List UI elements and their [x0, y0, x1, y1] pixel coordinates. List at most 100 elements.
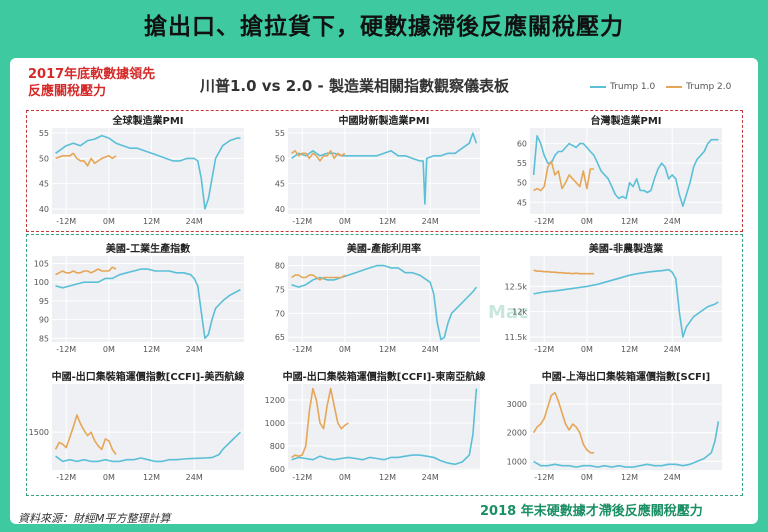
series-line-trump2: [291, 387, 349, 459]
y-tick-label: 70: [275, 309, 285, 318]
x-tick-label: 24M: [186, 217, 203, 226]
x-tick-label: -12M: [56, 473, 76, 482]
plot-area: [288, 256, 480, 342]
small-chart-9: 1000 2000 3000 -12M 0M 12M 24M 中國-上海出口集裝箱運價指數[S…: [507, 370, 722, 482]
small-chart-4: 85 90 95 100 105 -12M 0M 12M 24M 美國-工業生產指數: [34, 242, 244, 354]
series-line-trump1: [533, 421, 720, 468]
x-tick-label: -12M: [292, 345, 312, 354]
y-tick-label: 95: [39, 297, 49, 306]
chart-subtitle: 美國-產能利用率: [347, 242, 421, 255]
x-tick-label: -12M: [534, 217, 554, 226]
x-tick-label: 12M: [379, 217, 396, 226]
chart-subtitle: 全球製造業PMI: [111, 114, 183, 127]
x-tick-label: -12M: [534, 473, 554, 482]
headline: 搶出口、搶拉貨下，硬數據滯後反應關稅壓力: [144, 14, 624, 40]
note-hard-data: 2018 年末硬數據才滯後反應關稅壓力: [480, 504, 703, 519]
y-tick-label: 1000: [507, 457, 527, 466]
x-tick-label: 0M: [339, 345, 351, 354]
x-tick-label: 24M: [186, 473, 203, 482]
y-tick-label: 85: [39, 334, 49, 343]
series-line-trump1: [55, 431, 241, 463]
x-tick-label: 0M: [103, 217, 115, 226]
chart-subtitle: 台灣製造業PMI: [590, 114, 661, 127]
legend-swatch-trump2: [666, 85, 683, 88]
y-tick-label: 50: [517, 179, 527, 188]
x-tick-label: 12M: [621, 345, 638, 354]
series-line-trump2: [533, 160, 594, 192]
source-note: 資料來源：財經M平方整理計算: [18, 512, 171, 525]
x-tick-label: 24M: [422, 473, 439, 482]
x-tick-label: 0M: [103, 345, 115, 354]
series-line-trump1: [533, 268, 719, 338]
x-tick-label: -12M: [56, 217, 76, 226]
y-tick-label: 50: [39, 154, 49, 163]
y-tick-label: 80: [275, 262, 285, 271]
x-tick-label: 12M: [621, 217, 638, 226]
small-chart-8: 600 800 1000 1200 -12M 0M 12M 24M 中國-出口集裝箱運價指數[C…: [265, 370, 486, 482]
series-line-trump1: [55, 134, 241, 210]
x-tick-label: 0M: [581, 473, 593, 482]
x-tick-label: 0M: [581, 217, 593, 226]
plot-area: [52, 384, 244, 470]
chart-subtitle: 中國-出口集裝箱運價指數[CCFI]-美西航線: [52, 370, 245, 383]
x-tick-label: 24M: [664, 217, 681, 226]
y-tick-label: 75: [275, 285, 285, 294]
y-tick-label: 100: [34, 278, 49, 287]
x-tick-label: -12M: [292, 473, 312, 482]
x-tick-label: 0M: [339, 473, 351, 482]
x-tick-label: -12M: [534, 345, 554, 354]
legend[interactable]: Trump 1.0 Trump 2.0: [582, 82, 731, 92]
y-tick-label: 800: [270, 442, 285, 451]
y-tick-label: 45: [517, 198, 527, 207]
series-line-trump2: [291, 150, 346, 162]
note-soft-data-line1: 2017年底軟數據領先: [28, 67, 156, 82]
legend-item-trump1[interactable]: Trump 1.0: [590, 82, 655, 92]
y-tick-label: 50: [275, 154, 285, 163]
x-tick-label: 12M: [379, 473, 396, 482]
y-tick-label: 65: [275, 333, 285, 342]
x-tick-label: 12M: [379, 345, 396, 354]
note-soft-data: 2017年底軟數據領先 反應關稅壓力: [28, 66, 155, 100]
series-line-trump2: [55, 266, 117, 276]
y-tick-label: 55: [275, 129, 285, 138]
small-chart-1: 40 45 50 55 -12M 0M 12M 24M 全球製造業PMI: [39, 114, 244, 226]
highlight-box-soft-data: [26, 110, 743, 232]
y-tick-label: 1500: [29, 428, 49, 437]
x-tick-label: 24M: [422, 217, 439, 226]
y-tick-label: 40: [275, 205, 285, 214]
highlight-box-hard-data: [26, 234, 743, 496]
y-tick-label: 1000: [265, 419, 285, 428]
series-line-trump1: [55, 268, 241, 340]
y-tick-label: 45: [39, 180, 49, 189]
x-tick-label: 24M: [664, 473, 681, 482]
y-tick-label: 11.5k: [505, 333, 528, 342]
y-tick-label: 40: [39, 205, 49, 214]
x-tick-label: 12M: [143, 473, 160, 482]
x-tick-label: -12M: [292, 217, 312, 226]
series-line-trump2: [55, 152, 117, 167]
y-tick-label: 12k: [512, 308, 527, 317]
y-tick-label: 2000: [507, 429, 527, 438]
y-tick-label: 55: [39, 129, 49, 138]
chart-subtitle: 美國-工業生產指數: [106, 242, 190, 255]
legend-label-trump2: Trump 2.0: [686, 82, 732, 92]
plot-area: [52, 128, 244, 214]
small-chart-3: 45 50 55 60 -12M 0M 12M 24M 台灣製造業PMI: [517, 114, 722, 226]
y-tick-label: 45: [275, 180, 285, 189]
series-line-trump1: [291, 132, 478, 205]
series-line-trump2: [533, 269, 594, 275]
series-line-trump2: [54, 414, 117, 455]
x-tick-label: 12M: [621, 473, 638, 482]
note-soft-data-line2: 反應關稅壓力: [28, 84, 107, 99]
series-line-trump1: [291, 388, 478, 466]
legend-item-trump2[interactable]: Trump 2.0: [666, 82, 731, 92]
x-tick-label: 12M: [143, 217, 160, 226]
x-tick-label: 24M: [186, 345, 203, 354]
y-tick-label: 3000: [507, 400, 527, 409]
plot-area: [288, 128, 480, 214]
x-tick-label: 24M: [664, 345, 681, 354]
y-tick-label: 55: [517, 159, 527, 168]
chart-subtitle: 美國-非農製造業: [589, 242, 664, 255]
x-tick-label: 0M: [581, 345, 593, 354]
